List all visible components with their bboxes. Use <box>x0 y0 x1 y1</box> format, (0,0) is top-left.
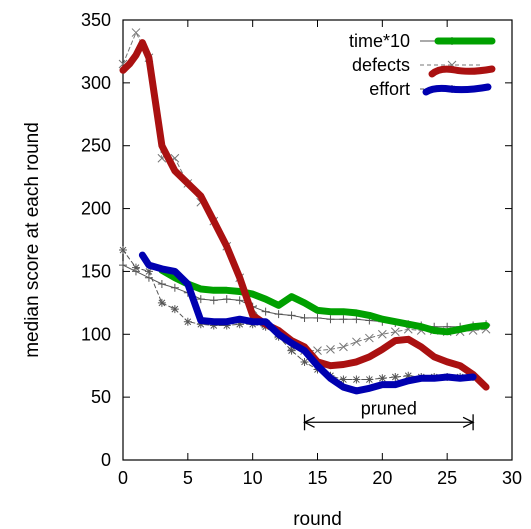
data-point <box>183 317 192 326</box>
series-line-4 <box>138 251 477 395</box>
data-point <box>119 246 127 255</box>
data-point <box>274 310 283 319</box>
data-point <box>339 315 348 324</box>
data-point <box>170 305 179 314</box>
x-tick-label: 10 <box>243 468 263 488</box>
y-tick-label: 250 <box>81 136 111 156</box>
data-point <box>222 295 231 304</box>
data-point <box>119 261 127 270</box>
data-point <box>144 267 153 276</box>
data-point <box>313 346 322 355</box>
data-point <box>287 346 296 355</box>
series-line-0 <box>158 266 490 336</box>
pruned-left-arrowhead <box>303 416 315 428</box>
data-point <box>352 337 361 347</box>
data-point <box>170 283 179 292</box>
data-point <box>196 320 205 329</box>
legend: time*10 defects effort <box>349 31 496 99</box>
legend-label-1: defects <box>352 55 410 75</box>
data-point <box>391 373 400 382</box>
series-4 <box>138 251 477 395</box>
legend-thick-sample-2 <box>422 83 492 96</box>
data-point <box>404 371 413 380</box>
data-point <box>131 263 140 272</box>
data-point <box>222 321 231 330</box>
data-point <box>326 345 335 354</box>
series-5 <box>119 246 478 384</box>
y-tick-label: 200 <box>81 199 111 219</box>
series-2 <box>119 39 490 391</box>
x-tick-label: 20 <box>372 468 392 488</box>
data-point <box>209 321 218 330</box>
data-point <box>339 342 348 352</box>
series-line-2 <box>119 39 490 391</box>
data-point <box>326 315 335 324</box>
x-tick-label: 25 <box>437 468 457 488</box>
pruned-label: pruned <box>361 398 417 418</box>
data-point <box>365 333 374 343</box>
legend-label-0: time*10 <box>349 31 410 51</box>
pruned-right-arrowhead <box>462 416 475 428</box>
data-point <box>235 296 244 305</box>
data-point <box>261 307 270 316</box>
data-point <box>377 329 387 339</box>
x-tick-label: 15 <box>307 468 327 488</box>
data-point <box>339 375 348 384</box>
data-point <box>378 374 387 383</box>
data-point <box>235 320 244 329</box>
pruned-annotation: pruned <box>303 398 475 431</box>
data-point <box>313 313 322 322</box>
x-tick-label: 5 <box>183 468 193 488</box>
data-point <box>157 298 166 307</box>
data-point <box>287 311 296 320</box>
legend-thick-sample-1 <box>428 65 496 78</box>
data-point <box>300 313 309 322</box>
data-point <box>300 357 309 366</box>
y-axis-label: median score at each round <box>22 122 43 358</box>
y-tick-label: 150 <box>81 261 111 281</box>
y-tick-label: 100 <box>81 324 111 344</box>
data-point <box>131 28 141 37</box>
series-0 <box>158 266 490 336</box>
data-point <box>352 375 361 384</box>
data-point <box>157 280 166 288</box>
plot-frame <box>122 19 513 461</box>
x-tick-label: 30 <box>502 468 522 488</box>
data-point <box>365 375 374 384</box>
y-tick-label: 350 <box>81 10 111 30</box>
series-layer <box>118 28 491 395</box>
data-point <box>209 296 218 305</box>
data-point <box>390 327 400 337</box>
data-point <box>352 315 361 324</box>
y-tick-label: 50 <box>91 387 111 407</box>
data-point <box>196 295 205 304</box>
x-axis-label: round <box>293 509 342 529</box>
y-tick-label: 0 <box>101 450 111 470</box>
legend-label-2: effort <box>369 79 410 99</box>
x-tick-label: 0 <box>118 468 128 488</box>
y-tick-label: 300 <box>81 73 111 93</box>
